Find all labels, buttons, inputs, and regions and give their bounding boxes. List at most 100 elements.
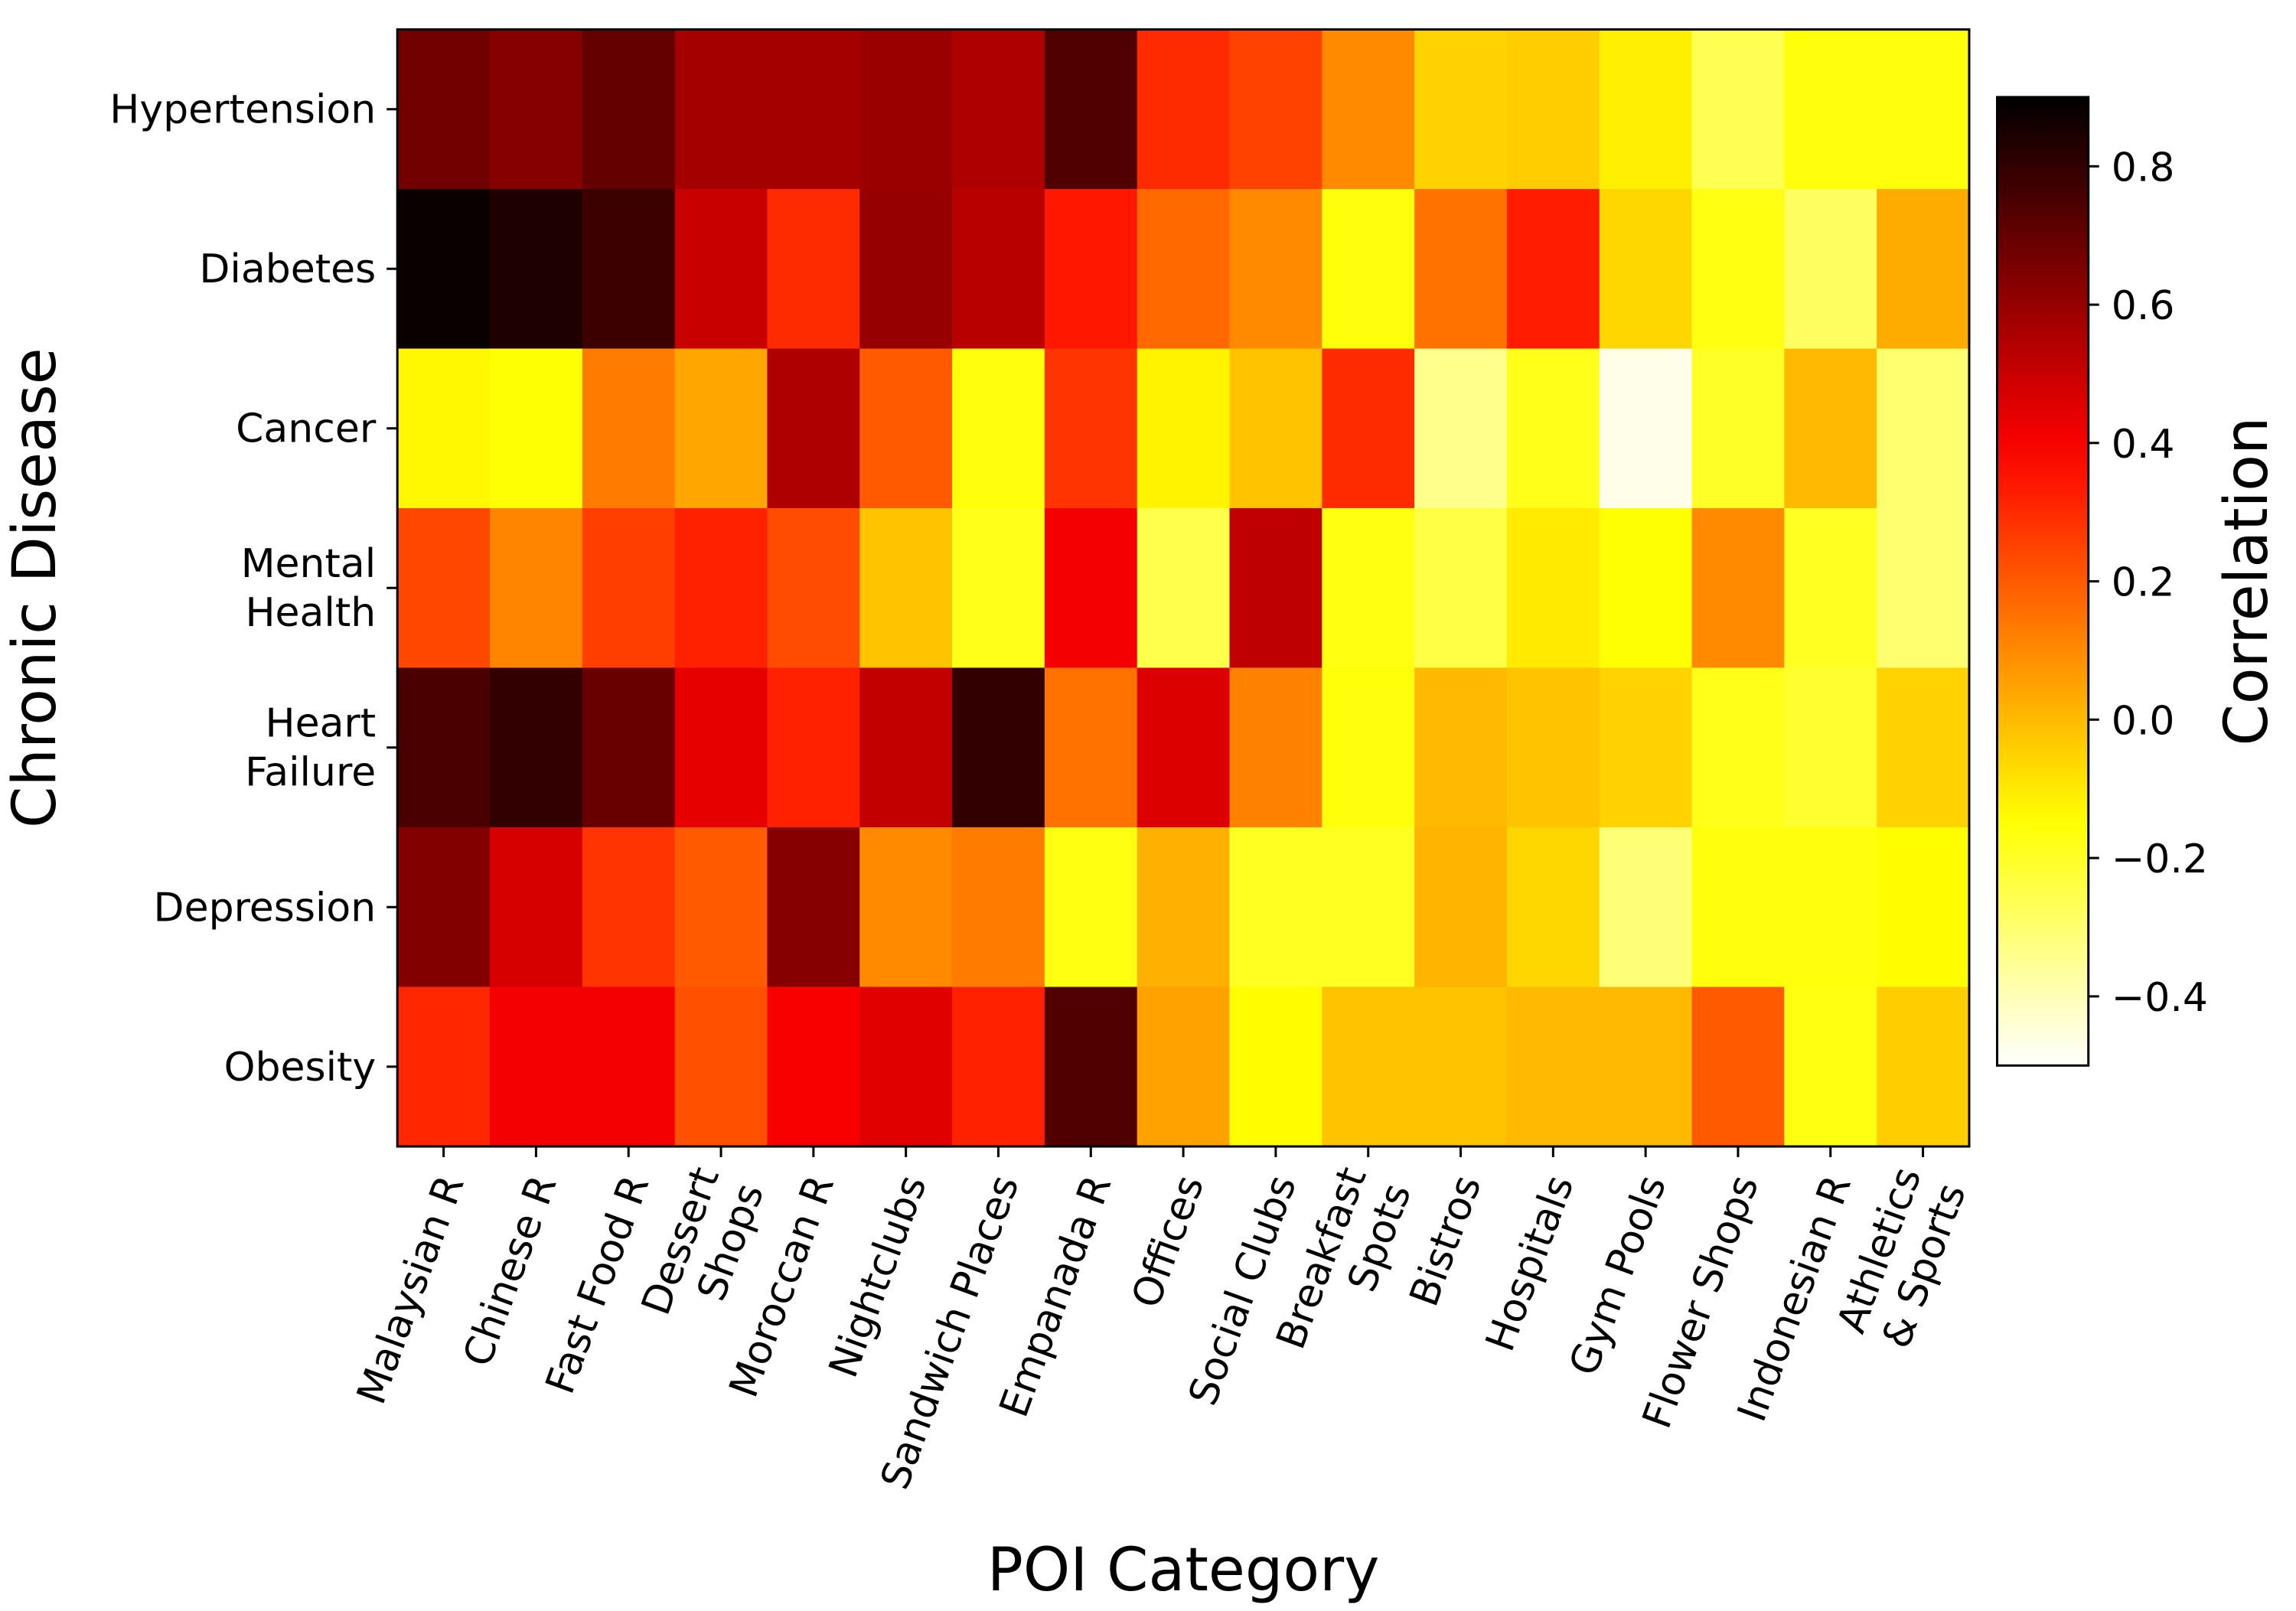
heatmap-cell [1322, 29, 1415, 190]
heatmap-cell [490, 986, 583, 1147]
colorbar-tick-label: 0.2 [2112, 560, 2175, 606]
heatmap-cell [674, 986, 768, 1147]
heatmap-cell [582, 348, 676, 509]
heatmap-cell [674, 667, 768, 828]
y-axis-title: Chronic Disease [1, 347, 70, 828]
heatmap-cell [767, 986, 861, 1147]
heatmap-cell [1229, 986, 1323, 1147]
heatmap-cell [1506, 29, 1600, 190]
heatmap-cell [397, 667, 491, 828]
colorbar-tick-label: 0.4 [2112, 422, 2175, 468]
y-tick-label: Heart [265, 701, 376, 747]
heatmap-cell [1877, 827, 1970, 988]
heatmap-cell [767, 667, 861, 828]
x-tick-label: Offices [1124, 1169, 1214, 1314]
heatmap-cell [859, 348, 953, 509]
heatmap-cell [674, 507, 768, 669]
heatmap-cell [1137, 29, 1231, 190]
x-tick-label: Bistros [1401, 1169, 1491, 1313]
colorbar-tick-label: 0.0 [2112, 698, 2175, 744]
heatmap-cell [1784, 827, 1877, 988]
heatmap-cell [1784, 348, 1877, 509]
heatmap-cell [397, 188, 491, 350]
heatmap-cell [397, 507, 491, 669]
heatmap-cell [952, 667, 1045, 828]
heatmap-cell [1137, 827, 1231, 988]
heatmap-cell [1414, 348, 1508, 509]
y-tick-label: Diabetes [199, 246, 376, 292]
heatmap-cell [1322, 986, 1415, 1147]
heatmap-cell [1044, 827, 1138, 988]
heatmap-cell [1691, 667, 1786, 828]
heatmap-cell [1506, 348, 1600, 509]
heatmap-cell [1784, 507, 1877, 669]
heatmap-cell [1784, 29, 1877, 190]
heatmap-cell [1784, 667, 1877, 828]
colorbar-tick-label: −0.4 [2112, 975, 2208, 1021]
heatmap-cell [1691, 507, 1786, 669]
heatmap-cell [1599, 986, 1693, 1147]
heatmap-cell [582, 29, 676, 190]
heatmap-cell [1506, 667, 1600, 828]
heatmap-cell [490, 827, 583, 988]
heatmap-cell [1322, 348, 1415, 509]
heatmap-cell [397, 986, 491, 1147]
heatmap-cell [397, 29, 491, 190]
heatmap-cell [1877, 986, 1970, 1147]
x-tick-label: Chinese R [455, 1169, 566, 1372]
heatmap-cell [1044, 188, 1138, 350]
heatmap-cell [1691, 29, 1786, 190]
heatmap-cell [1229, 827, 1323, 988]
heatmap-cell [1229, 348, 1323, 509]
heatmap-cells [397, 29, 1970, 1147]
colorbar-tick-label: 0.6 [2112, 283, 2175, 329]
heatmap-cell [952, 986, 1045, 1147]
heatmap-cell [490, 29, 583, 190]
y-tick-label: Failure [245, 750, 376, 796]
y-tick-label: Cancer [236, 406, 377, 452]
heatmap-cell [1414, 188, 1508, 350]
heatmap-cell [952, 507, 1045, 669]
heatmap-cell [1599, 507, 1693, 669]
heatmap-cell [767, 188, 861, 350]
colorbar-tick-label: −0.2 [2112, 836, 2208, 882]
heatmap-cell [1506, 827, 1600, 988]
heatmap-cell [1137, 348, 1231, 509]
y-tick-label: Hypertension [109, 87, 376, 133]
heatmap-cell [1506, 188, 1600, 350]
heatmap-cell [490, 348, 583, 509]
heatmap-cell [1044, 348, 1138, 509]
heatmap-cell [1877, 29, 1970, 190]
colorbar-ticks: 0.8 0.6 0.4 0.2 0.0 −0.2 −0.4 [2088, 145, 2208, 1021]
x-tick-label: Malaysian R [348, 1169, 473, 1410]
heatmap-cell [859, 827, 953, 988]
heatmap-cell [952, 827, 1045, 988]
heatmap-cell [1599, 29, 1693, 190]
heatmap-cell [490, 507, 583, 669]
heatmap-cell [582, 986, 676, 1147]
heatmap-cell [1691, 986, 1786, 1147]
heatmap-cell [1044, 986, 1138, 1147]
heatmap-cell [1599, 667, 1693, 828]
heatmap-cell [1414, 507, 1508, 669]
x-tick-label: Hospitals [1477, 1169, 1583, 1357]
heatmap-cell [1044, 667, 1138, 828]
heatmap-cell [767, 348, 861, 509]
heatmap-cell [1599, 348, 1693, 509]
heatmap-cell [397, 827, 491, 988]
heatmap-cell [1877, 348, 1970, 509]
heatmap-cell [859, 667, 953, 828]
heatmap-cell [1322, 507, 1415, 669]
heatmap-cell [1784, 188, 1877, 350]
heatmap-cell [1137, 507, 1231, 669]
heatmap-cell [1877, 667, 1970, 828]
heatmap-cell [397, 348, 491, 509]
y-tick-label: Depression [154, 885, 377, 931]
heatmap-cell [1229, 188, 1323, 350]
heatmap-cell [1414, 827, 1508, 988]
heatmap-cell [674, 29, 768, 190]
heatmap-cell [1414, 29, 1508, 190]
